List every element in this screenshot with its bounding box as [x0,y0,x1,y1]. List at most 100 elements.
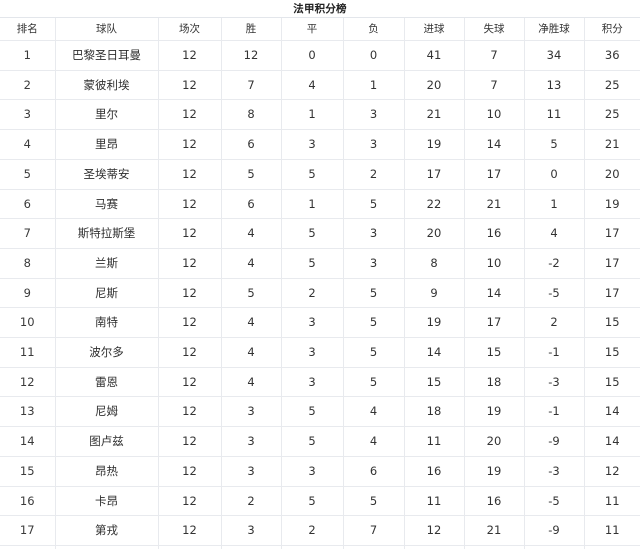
cell-loss: 3 [343,248,405,279]
column-header-team[interactable]: 球队 [55,18,159,41]
column-header-points[interactable]: 积分 [584,18,640,41]
column-header-goal-diff[interactable]: 净胜球 [524,18,585,41]
cell-draw: 5 [281,218,344,249]
cell-win: 3 [221,426,282,457]
column-header-goals-for[interactable]: 进球 [404,18,465,41]
cell-goal-diff: 1 [524,189,585,220]
cell-team: 蒙彼利埃 [55,70,159,101]
table-row[interactable]: 5 圣埃蒂安 12 5 5 2 17 17 0 20 [0,159,640,190]
cell-played: 12 [158,129,222,160]
cell-win: 4 [221,307,282,339]
cell-goal-diff: -9 [524,545,585,549]
cell-goals-against: 16 [464,218,525,249]
cell-team: 马赛 [55,189,159,220]
cell-loss: 4 [343,396,405,428]
cell-win: 8 [221,99,282,131]
cell-team: 波尔多 [55,337,159,368]
cell-loss: 5 [343,486,405,517]
cell-win: 4 [221,367,282,398]
cell-played: 12 [158,248,222,279]
cell-goal-diff: 0 [524,159,585,190]
cell-draw: 3 [281,337,344,368]
column-header-goals-against[interactable]: 失球 [464,18,525,41]
page-title: 法甲积分榜 [0,0,640,18]
cell-played: 12 [158,367,222,398]
cell-points: 17 [584,278,640,309]
cell-team: 圣埃蒂安 [55,159,159,190]
table-row[interactable]: 11 波尔多 12 4 3 5 14 15 -1 15 [0,337,640,368]
cell-played: 12 [158,486,222,517]
cell-goals-against: 7 [464,70,525,101]
cell-draw: 5 [281,248,344,279]
cell-goals-against: 21 [464,515,525,546]
table-row[interactable]: 8 兰斯 12 4 5 3 8 10 -2 17 [0,248,640,279]
cell-played: 12 [158,456,222,487]
cell-played: 12 [158,70,222,101]
cell-goals-for: 18 [404,396,465,428]
cell-team: 雷恩 [55,367,159,398]
cell-rank: 14 [0,426,56,457]
cell-goals-for: 16 [404,456,465,487]
cell-rank: 2 [0,70,56,101]
cell-goals-against: 20 [464,426,525,457]
cell-rank: 12 [0,367,56,398]
cell-points: 11 [584,486,640,517]
table-row[interactable]: 3 里尔 12 8 1 3 21 10 11 25 [0,99,640,131]
table-row[interactable]: 7 斯特拉斯堡 12 4 5 3 20 16 4 17 [0,218,640,249]
cell-team: 亚眠 [55,545,159,549]
table-row[interactable]: 14 图卢兹 12 3 5 4 11 20 -9 14 [0,426,640,457]
cell-rank: 7 [0,218,56,249]
table-row[interactable]: 4 里昂 12 6 3 3 19 14 5 21 [0,129,640,160]
cell-played: 12 [158,159,222,190]
cell-goal-diff: -1 [524,337,585,368]
column-header-draw[interactable]: 平 [281,18,344,41]
cell-goals-for: 19 [404,307,465,339]
cell-goals-against: 18 [464,367,525,398]
cell-goals-for: 17 [404,159,465,190]
table-row[interactable]: 10 南特 12 4 3 5 19 17 2 15 [0,307,640,339]
cell-team: 尼斯 [55,278,159,309]
cell-played: 12 [158,189,222,220]
cell-draw: 3 [281,456,344,487]
cell-points: 36 [584,40,640,71]
table-row[interactable]: 16 卡昂 12 2 5 5 11 16 -5 11 [0,486,640,517]
table-row[interactable]: 15 昂热 12 3 3 6 16 19 -3 12 [0,456,640,487]
cell-played: 12 [158,218,222,249]
table-row[interactable]: 12 雷恩 12 4 3 5 15 18 -3 15 [0,367,640,398]
cell-goals-for: 19 [404,129,465,160]
cell-played: 12 [158,426,222,457]
cell-rank: 16 [0,486,56,517]
table-row[interactable]: 2 蒙彼利埃 12 7 4 1 20 7 13 25 [0,70,640,101]
cell-draw: 3 [281,129,344,160]
column-header-loss[interactable]: 负 [343,18,405,41]
cell-win: 4 [221,218,282,249]
cell-rank: 10 [0,307,56,339]
cell-points: 15 [584,307,640,339]
cell-goal-diff: -3 [524,367,585,398]
cell-played: 12 [158,40,222,71]
cell-played: 12 [158,515,222,546]
column-header-win[interactable]: 胜 [221,18,282,41]
cell-goals-against: 19 [464,456,525,487]
table-row[interactable]: 1 巴黎圣日耳曼 12 12 0 0 41 7 34 36 [0,40,640,71]
cell-goals-against: 14 [464,278,525,309]
cell-win: 5 [221,278,282,309]
column-header-rank[interactable]: 排名 [0,18,56,41]
table-row[interactable]: 17 第戎 12 3 2 7 12 21 -9 11 [0,515,640,546]
cell-win: 6 [221,129,282,160]
cell-rank: 1 [0,40,56,71]
cell-draw: 0 [281,40,344,71]
cell-rank: 6 [0,189,56,220]
table-row[interactable]: 18亚眠123181221-910 [0,545,640,549]
cell-loss: 2 [343,159,405,190]
cell-draw: 5 [281,159,344,190]
table-row[interactable]: 9 尼斯 12 5 2 5 9 14 -5 17 [0,278,640,309]
table-body: 1 巴黎圣日耳曼 12 12 0 0 41 7 34 36 2 蒙彼利埃 12 7 4 1 20 7 13 25 3 里尔… [0,40,640,549]
table-row[interactable]: 13 尼姆 12 3 5 4 18 19 -1 14 [0,396,640,428]
cell-goals-for: 20 [404,218,465,249]
cell-draw: 2 [281,278,344,309]
table-row[interactable]: 6 马赛 12 6 1 5 22 21 1 19 [0,189,640,220]
cell-loss: 5 [343,367,405,398]
column-header-played[interactable]: 场次 [158,18,222,41]
